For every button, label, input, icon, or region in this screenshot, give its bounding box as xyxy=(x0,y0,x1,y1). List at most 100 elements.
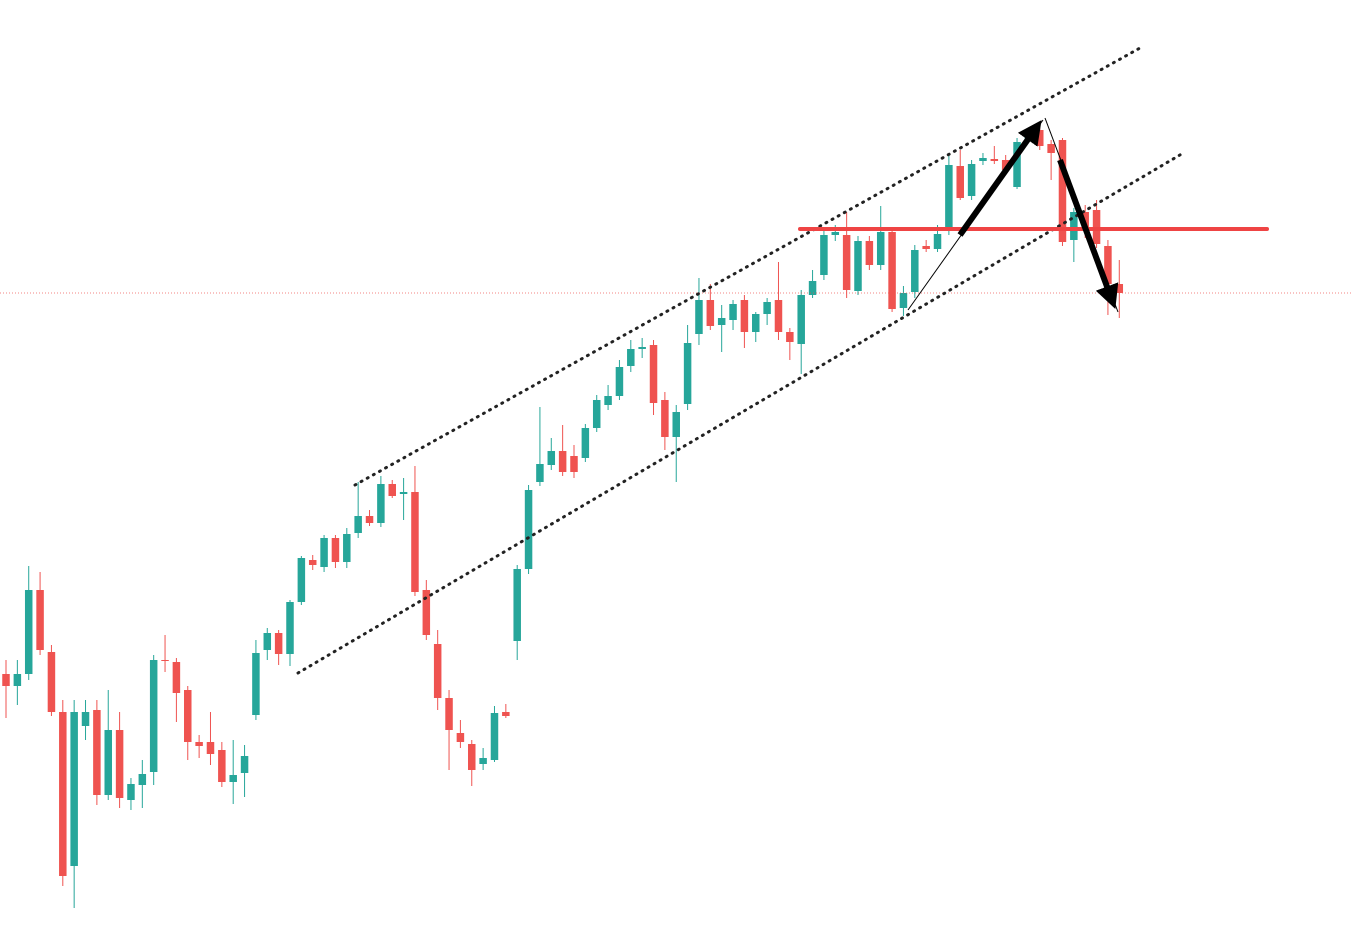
candles xyxy=(2,122,1124,908)
candle-body xyxy=(297,558,306,602)
candle-body xyxy=(922,246,930,249)
candle-body xyxy=(13,674,22,686)
candle-body xyxy=(388,484,396,496)
candle-body xyxy=(831,232,840,235)
candle-body xyxy=(2,674,10,686)
candle-body xyxy=(229,775,237,782)
channel-upper xyxy=(353,46,1142,487)
candle-body xyxy=(172,662,181,693)
candle-body xyxy=(956,166,964,198)
arrow-down xyxy=(1057,158,1119,309)
candle-body xyxy=(933,234,942,249)
candle-body xyxy=(1013,142,1021,187)
candle-body xyxy=(661,400,669,437)
candle-body xyxy=(456,733,465,742)
candle-body xyxy=(115,730,124,798)
candle-body xyxy=(149,660,158,772)
candle-body xyxy=(365,516,374,523)
candle-body xyxy=(638,347,646,349)
candle-body xyxy=(581,428,590,458)
candle-body xyxy=(854,241,862,291)
candle-body xyxy=(127,784,135,800)
candle-body xyxy=(422,590,431,635)
candle-body xyxy=(729,304,737,320)
candle-body xyxy=(558,451,567,472)
candle-body xyxy=(1104,246,1112,284)
candle-body xyxy=(615,367,624,396)
candle-body xyxy=(1058,140,1067,242)
candle-body xyxy=(752,314,760,332)
candle-body xyxy=(695,300,703,334)
candle-body xyxy=(604,396,612,405)
candle-body xyxy=(433,644,442,698)
candle-body xyxy=(706,300,715,326)
candle-body xyxy=(570,456,578,472)
candle-body xyxy=(138,774,147,785)
candle-body xyxy=(888,232,896,309)
candle-body xyxy=(104,730,112,795)
candle-body xyxy=(320,538,328,567)
candle-body xyxy=(70,712,78,866)
candle-body xyxy=(240,756,249,773)
candle-body xyxy=(547,451,556,465)
candle-body xyxy=(763,302,771,314)
candle-body xyxy=(331,538,340,562)
candle-body xyxy=(774,300,783,332)
candle-body xyxy=(252,653,260,715)
candle-body xyxy=(354,516,362,533)
candle-body xyxy=(899,293,908,308)
candle-body xyxy=(513,569,521,641)
candle-body xyxy=(865,241,874,265)
candle-body xyxy=(1036,130,1044,146)
candle-body xyxy=(218,750,226,782)
candle-body xyxy=(206,742,215,754)
candle-body xyxy=(649,345,658,403)
candle-body xyxy=(820,235,828,275)
candle-body xyxy=(377,484,385,523)
candle-body xyxy=(274,633,283,654)
candle-body xyxy=(592,400,601,428)
candle-body xyxy=(490,713,499,760)
candle-body xyxy=(1001,160,1010,170)
candle-body xyxy=(717,318,726,325)
candle-body xyxy=(411,492,419,592)
candle-body xyxy=(786,332,794,342)
candle-body xyxy=(399,492,408,494)
candle-body xyxy=(93,710,101,795)
candle-body xyxy=(945,165,953,230)
candle-body xyxy=(627,349,635,366)
candle-body xyxy=(286,602,294,654)
candle-body xyxy=(161,660,169,661)
candle-body xyxy=(683,343,692,404)
candle-body xyxy=(263,633,272,650)
candle-body xyxy=(47,652,56,712)
candle-body xyxy=(195,742,203,746)
candle-body xyxy=(468,744,476,770)
candle-body xyxy=(967,164,976,196)
candle-body xyxy=(524,490,533,569)
candle-body xyxy=(24,590,33,674)
candle-body xyxy=(990,159,999,161)
candle-body xyxy=(343,534,351,562)
candle-body xyxy=(979,158,987,161)
candle-body xyxy=(797,295,805,344)
candle-body xyxy=(308,560,317,565)
candle-body xyxy=(876,232,885,265)
candle-body xyxy=(1070,212,1078,240)
candle-body xyxy=(36,590,44,650)
candle-body xyxy=(59,712,67,876)
candle-body xyxy=(808,281,817,295)
candle-body xyxy=(740,300,749,332)
candle-body xyxy=(479,758,487,764)
candle-body xyxy=(672,412,680,437)
candle-body xyxy=(1047,144,1055,153)
candle-body xyxy=(911,250,919,292)
candle-body xyxy=(445,698,453,730)
candle-body xyxy=(184,690,192,742)
candle-body xyxy=(502,712,510,716)
candle-body xyxy=(536,464,544,482)
candle-body xyxy=(1115,284,1124,293)
arrow-up xyxy=(957,120,1042,237)
